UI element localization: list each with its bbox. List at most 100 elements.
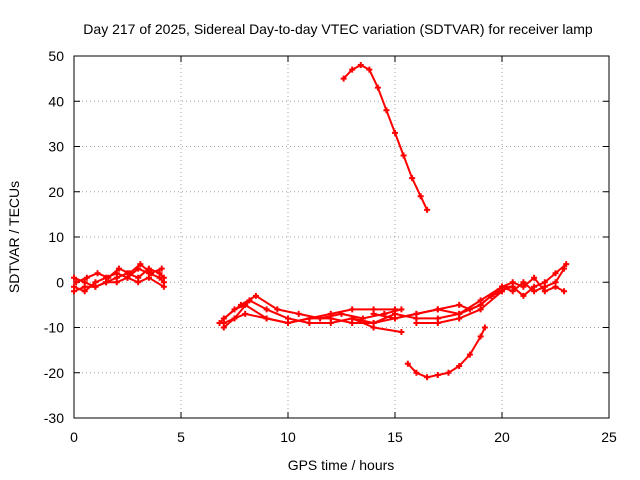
data-point: [561, 288, 568, 295]
data-point: [340, 75, 347, 82]
x-tick-label: 10: [280, 429, 296, 445]
x-tick-label: 5: [177, 429, 185, 445]
data-point: [541, 288, 548, 295]
data-point: [456, 315, 463, 322]
data-point: [370, 319, 377, 326]
data-point: [285, 319, 291, 326]
data-point: [220, 319, 227, 326]
data-point: [409, 175, 416, 182]
data-point: [263, 306, 270, 313]
data-point: [383, 107, 390, 114]
data-point: [349, 306, 356, 313]
x-tick-label: 0: [70, 429, 78, 445]
y-tick-label: 0: [56, 274, 64, 290]
x-tick-label: 15: [387, 429, 403, 445]
y-tick-label: -30: [44, 410, 64, 426]
data-point: [327, 315, 334, 322]
data-point: [103, 279, 110, 286]
data-point: [477, 306, 484, 313]
data-point: [349, 66, 356, 73]
y-tick-label: 50: [48, 48, 64, 64]
data-point: [499, 283, 505, 290]
series-arc-high: [342, 64, 429, 211]
data-point: [237, 301, 244, 308]
data-point: [71, 274, 77, 281]
data-point: [456, 362, 463, 369]
y-tick-label: -10: [44, 320, 64, 336]
data-point: [413, 369, 420, 376]
data-point: [366, 66, 373, 73]
data-point: [466, 306, 473, 313]
data-point: [541, 279, 548, 286]
y-tick-label: 30: [48, 139, 64, 155]
data-point: [434, 319, 441, 326]
data-point: [488, 292, 495, 299]
data-point: [434, 306, 441, 313]
data-point: [92, 283, 99, 290]
data-point: [434, 372, 441, 379]
y-tick-label: 20: [48, 184, 64, 200]
data-point: [424, 374, 431, 381]
y-tick-label: 40: [48, 93, 64, 109]
series-arc-late-3: [394, 285, 503, 320]
data-point: [71, 288, 77, 295]
data-series: [71, 62, 570, 381]
data-point: [263, 315, 270, 322]
data-point: [137, 261, 144, 268]
y-tick-label: -20: [44, 365, 64, 381]
chart-title: Day 217 of 2025, Sidereal Day-to-day VTE…: [83, 21, 593, 37]
grid-lines: [74, 56, 609, 418]
series-arc-late-1: [351, 285, 514, 324]
data-point: [295, 310, 302, 317]
data-point: [83, 274, 90, 281]
data-point: [73, 279, 80, 286]
data-point: [135, 279, 142, 286]
data-point: [413, 310, 420, 317]
data-point: [160, 274, 167, 281]
data-point: [456, 301, 463, 308]
data-point: [115, 265, 122, 272]
data-point: [404, 360, 411, 367]
data-point: [338, 310, 345, 317]
data-point: [563, 261, 570, 268]
x-axis-label: GPS time / hours: [288, 457, 395, 473]
data-point: [509, 279, 516, 286]
data-point: [392, 315, 398, 322]
data-point: [252, 292, 259, 299]
data-point: [494, 288, 501, 295]
data-point: [306, 315, 313, 322]
y-axis-label: SDTVAR / TECUs: [6, 181, 22, 293]
data-point: [113, 279, 120, 286]
data-point: [126, 270, 133, 277]
data-point: [466, 351, 473, 358]
data-point: [417, 193, 424, 200]
data-point: [400, 152, 407, 159]
y-tick-label: 10: [48, 229, 64, 245]
data-point: [531, 274, 538, 281]
data-point: [242, 310, 249, 317]
axis-ticks: 0 5 10 15 20 25 -30 -20 -10 0 10 20 30 40 50: [44, 48, 617, 445]
data-point: [160, 283, 167, 290]
data-point: [156, 270, 163, 277]
data-point: [520, 283, 527, 290]
data-point: [424, 206, 431, 213]
data-point: [158, 265, 165, 272]
data-point: [477, 333, 484, 340]
data-point: [148, 270, 155, 277]
data-point: [552, 283, 559, 290]
data-point: [374, 84, 381, 91]
x-tick-label: 20: [494, 429, 510, 445]
data-point: [274, 306, 281, 313]
data-point: [145, 274, 152, 281]
series-arc-low: [406, 326, 486, 379]
x-tick-label: 25: [601, 429, 617, 445]
data-point: [124, 274, 131, 281]
data-point: [520, 292, 527, 299]
data-point: [105, 274, 112, 281]
data-point: [370, 310, 377, 317]
data-point: [349, 315, 356, 322]
data-point: [552, 270, 559, 277]
data-point: [94, 270, 101, 277]
data-point: [413, 319, 420, 326]
